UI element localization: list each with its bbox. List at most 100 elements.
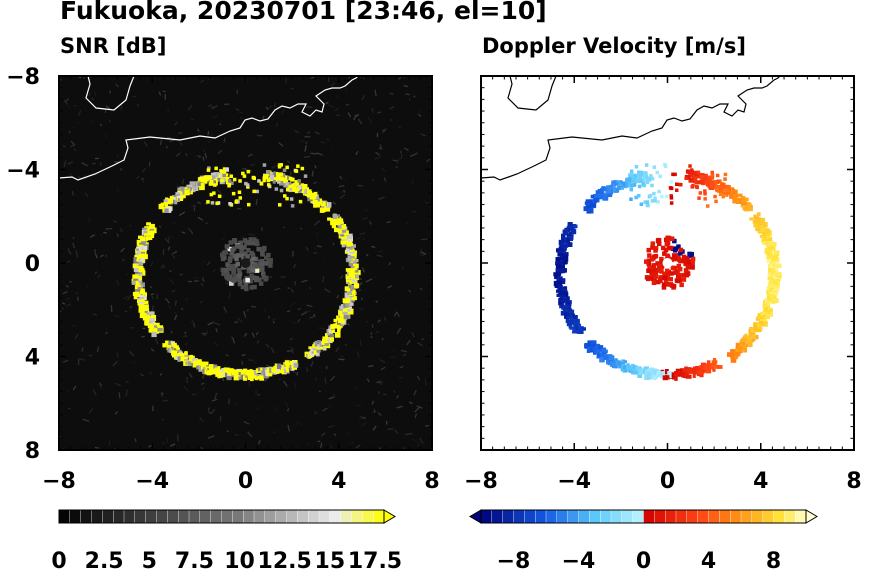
snr-echo-cell [329,333,335,338]
noise-speckle [219,416,222,422]
snr-echo-cell [294,180,300,186]
doppler-clutter-cell [676,244,681,249]
noise-speckle [143,141,149,147]
noise-speckle [396,311,400,317]
noise-speckle [320,371,323,375]
noise-speckle [65,303,72,307]
noise-speckle [339,175,343,180]
noise-speckle [416,375,421,381]
noise-speckle [167,108,170,114]
snr-echo-cell [252,176,256,180]
noise-speckle [317,440,321,443]
noise-speckle [71,190,74,196]
snr-echo-cell [138,308,144,313]
noise-speckle [156,293,158,300]
snr-echo-cell [206,200,210,204]
snr-echo-cell [273,171,277,178]
noise-speckle [73,104,78,107]
snr-echo-cell [183,356,188,362]
snr-echo-cell [214,166,218,171]
snr-echo-cell [330,324,335,330]
snr-echo-cell [142,245,148,251]
doppler-echo-cell [760,217,765,224]
snr-echo-cell [222,167,227,171]
colorbar-tick-label: 12.5 [258,549,312,570]
snr-echo-cell [343,314,349,320]
noise-speckle [424,201,430,205]
noise-speckle [71,324,76,328]
snr-echo-cell [274,368,279,373]
noise-speckle [201,277,205,283]
snr-echo-cell [201,180,206,185]
snr-echo-cell [325,333,329,339]
snr-echo-cell [149,223,155,230]
snr-clutter-cell [244,240,249,246]
snr-echo-cell [142,307,148,313]
noise-speckle [89,354,92,357]
doppler-clutter-cell [677,266,683,272]
colorbar-tick-label: 4 [701,549,716,570]
noise-speckle [273,287,281,291]
doppler-echo-cell [697,172,702,177]
doppler-echo-cell [766,236,773,241]
doppler-echo-cell [766,294,771,300]
snr-echo-cell [274,175,280,182]
snr-clutter-cell [249,258,255,263]
doppler-clutter-cell [663,247,669,253]
doppler-echo-cell [703,192,707,196]
snr-echo-cell [342,306,349,312]
doppler-echo-cell [557,253,563,257]
noise-speckle [214,392,218,400]
snr-echo-cell [236,370,240,376]
doppler-echo-cell [637,366,642,372]
doppler-clutter-cell [665,282,670,287]
noise-speckle [116,187,120,193]
noise-speckle [327,104,335,109]
noise-speckle [314,164,317,169]
snr-echo-cell [302,184,308,189]
noise-speckle [287,425,291,432]
doppler-clutter-cell [650,245,655,250]
snr-echo-cell [222,173,226,178]
doppler-echo-cell [623,360,627,364]
noise-speckle [211,105,218,109]
colorbar-swatch [686,509,699,524]
colorbar-swatch [91,509,103,524]
doppler-echo-cell [770,255,776,262]
noise-speckle [248,233,256,237]
snr-clutter-cell [234,256,239,262]
noise-speckle [342,189,346,194]
doppler-echo-ring [553,162,782,381]
y-tick-label: −8 [6,65,40,90]
noise-speckle [150,293,155,296]
noise-speckle [416,152,418,155]
snr-echo-cell [237,190,242,194]
noise-speckle [78,76,85,79]
noise-speckle [368,221,372,223]
doppler-clutter-cell [662,251,667,256]
doppler-echo-cell [625,364,630,370]
noise-speckle [373,409,376,414]
noise-speckle [297,318,301,323]
noise-speckle [173,222,176,225]
colorbar-swatch [567,509,580,524]
doppler-clutter-cell [660,263,665,268]
doppler-echo-cell [563,310,569,314]
noise-speckle [400,349,408,353]
doppler-echo-cell [656,200,660,204]
doppler-echo-cell [602,195,607,200]
doppler-echo-cell [645,176,650,182]
noise-speckle [238,160,241,163]
snr-echo-cell [151,331,157,338]
noise-speckle [419,287,423,291]
snr-echo-cell [338,222,342,229]
noise-speckle [200,382,205,386]
doppler-echo-cell [644,163,649,167]
snr-echo-cell [148,230,155,236]
noise-speckle [300,311,308,316]
noise-speckle [396,394,400,399]
noise-speckle [75,250,79,258]
colorbar-swatch [297,509,309,524]
noise-speckle [66,259,71,264]
x-tick-label: 8 [424,469,439,494]
